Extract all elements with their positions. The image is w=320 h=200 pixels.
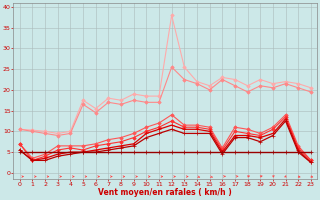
X-axis label: Vent moyen/en rafales ( km/h ): Vent moyen/en rafales ( km/h )	[99, 188, 232, 197]
